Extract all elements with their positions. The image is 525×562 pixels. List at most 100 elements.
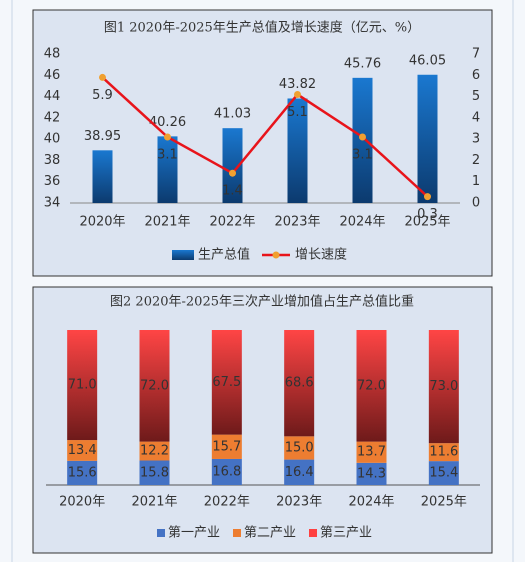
legend-marker bbox=[272, 251, 280, 259]
legend-swatch bbox=[233, 529, 241, 537]
line bbox=[101, 76, 429, 198]
bar bbox=[222, 128, 243, 203]
bar-segment bbox=[428, 443, 459, 462]
legend-label: 增长速度 bbox=[295, 247, 347, 263]
y-tick-label: 40 bbox=[44, 132, 61, 147]
y-tick-label: 48 bbox=[44, 47, 61, 62]
bar-segment bbox=[67, 460, 98, 485]
bar-segment bbox=[139, 441, 170, 461]
data-label: 45.76 bbox=[344, 56, 381, 71]
data-label: 14.3 bbox=[357, 466, 386, 481]
legend-label: 第一产业 bbox=[168, 526, 220, 541]
y-tick-label: 34 bbox=[44, 196, 61, 211]
x-tick-label: 2020年 bbox=[59, 495, 105, 510]
data-label: 5.9 bbox=[92, 88, 113, 103]
data-label: 15.4 bbox=[429, 466, 458, 481]
marker bbox=[99, 73, 106, 81]
data-label: 16.4 bbox=[285, 465, 314, 480]
data-label: 46.05 bbox=[409, 53, 446, 68]
x-tick-label: 2023年 bbox=[276, 495, 322, 510]
marker bbox=[229, 169, 236, 177]
bar-segment bbox=[284, 436, 315, 460]
legend-label: 第三产业 bbox=[320, 526, 372, 541]
legend-swatch bbox=[172, 250, 194, 260]
bar-segment bbox=[428, 330, 459, 444]
data-label: 71.0 bbox=[68, 378, 97, 393]
chart-title: 图2 2020年-2025年三次产业增加值占生产总值比重 bbox=[110, 294, 414, 310]
y2-tick-label: 6 bbox=[472, 68, 480, 83]
data-label: 11.6 bbox=[429, 445, 458, 460]
bar-segment bbox=[139, 460, 170, 485]
x-tick-label: 2024年 bbox=[348, 495, 394, 510]
legend-label: 第二产业 bbox=[244, 526, 296, 541]
bar-segment bbox=[356, 462, 387, 485]
x-tick-label: 2021年 bbox=[131, 495, 177, 510]
bar-segment bbox=[356, 441, 387, 463]
data-label: 72.0 bbox=[140, 378, 169, 393]
data-label: 15.8 bbox=[140, 465, 169, 480]
bar-segment bbox=[284, 330, 315, 437]
x-tick-label: 2023年 bbox=[274, 215, 320, 230]
x-tick-label: 2024年 bbox=[339, 215, 385, 230]
x-tick-label: 2020年 bbox=[79, 215, 125, 230]
data-label: 73.0 bbox=[429, 379, 458, 394]
marker bbox=[164, 133, 171, 141]
data-label: 38.95 bbox=[84, 129, 121, 144]
data-label: 41.03 bbox=[214, 107, 251, 122]
y-tick-label: 42 bbox=[44, 110, 61, 125]
y2-tick-label: 3 bbox=[472, 132, 480, 147]
chart-title: 图1 2020年-2025年生产总值及增长速度（亿元、%） bbox=[104, 20, 420, 36]
bar-segment bbox=[428, 461, 459, 485]
data-label: 13.7 bbox=[357, 445, 386, 460]
data-label: 5.1 bbox=[287, 105, 308, 120]
data-label: 72.0 bbox=[357, 378, 386, 393]
x-tick-label: 2025年 bbox=[404, 215, 450, 230]
y2-tick-label: 7 bbox=[472, 47, 480, 62]
data-label: 1.4 bbox=[222, 184, 243, 199]
marker bbox=[424, 193, 431, 201]
panel bbox=[32, 286, 493, 554]
y2-tick-label: 0 bbox=[472, 196, 480, 211]
data-label: 68.6 bbox=[285, 376, 314, 391]
data-label: 12.2 bbox=[140, 444, 169, 459]
y-tick-label: 44 bbox=[44, 89, 61, 104]
y2-tick-label: 5 bbox=[472, 89, 480, 104]
x-tick-label: 2022年 bbox=[204, 495, 250, 510]
marker bbox=[359, 133, 366, 141]
bar-segment bbox=[211, 330, 242, 435]
y2-tick-label: 4 bbox=[472, 110, 480, 125]
bar-segment bbox=[139, 330, 170, 442]
data-label: 15.0 bbox=[285, 440, 314, 455]
panel bbox=[32, 9, 493, 277]
y2-tick-label: 2 bbox=[472, 153, 480, 168]
x-tick-label: 2025年 bbox=[421, 495, 467, 510]
y-tick-label: 46 bbox=[44, 68, 61, 83]
bar-segment bbox=[284, 459, 315, 485]
data-label: 3.1 bbox=[352, 148, 373, 163]
x-tick-label: 2021年 bbox=[144, 215, 190, 230]
data-label: 16.8 bbox=[212, 464, 241, 479]
bar bbox=[417, 74, 438, 203]
bar-segment bbox=[67, 330, 98, 441]
data-label: 15.6 bbox=[68, 465, 97, 480]
data-label: 43.82 bbox=[279, 77, 316, 92]
bar bbox=[287, 98, 308, 203]
bar-segment bbox=[356, 330, 387, 442]
data-label: 0.3 bbox=[417, 207, 438, 222]
data-label: 13.4 bbox=[68, 443, 97, 458]
data-label: 40.26 bbox=[149, 115, 186, 130]
legend-swatch bbox=[309, 529, 317, 537]
bar-segment bbox=[211, 434, 242, 459]
x-tick-label: 2022年 bbox=[209, 215, 255, 230]
data-label: 67.5 bbox=[212, 375, 241, 390]
legend-label: 生产总值 bbox=[198, 247, 250, 263]
y-tick-label: 36 bbox=[44, 174, 61, 189]
bar bbox=[157, 136, 178, 203]
bar-segment bbox=[67, 440, 98, 461]
marker bbox=[294, 90, 301, 98]
bar-segment bbox=[211, 458, 242, 485]
bar bbox=[92, 150, 113, 203]
data-label: 3.1 bbox=[157, 148, 178, 163]
